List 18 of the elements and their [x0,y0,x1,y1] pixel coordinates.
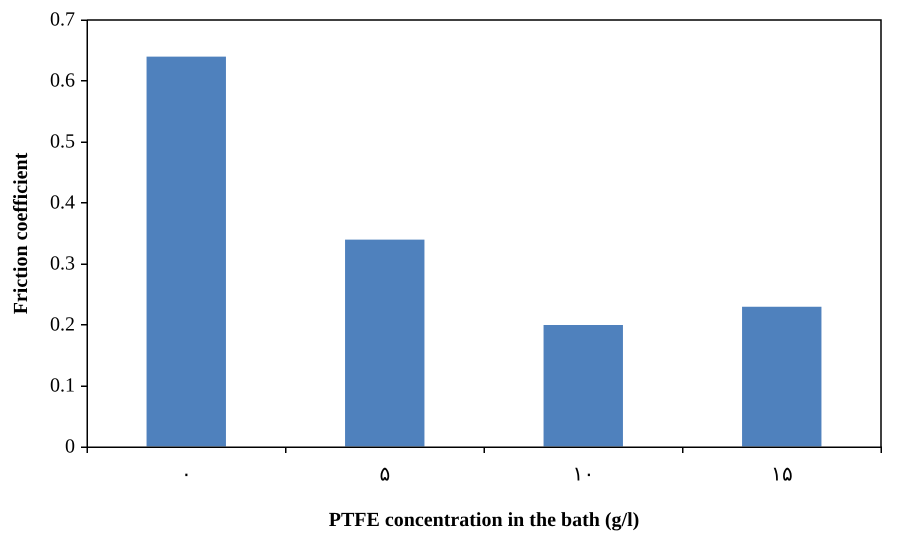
y-tick-label: 0.1 [50,374,75,396]
y-tick-label: 0.7 [50,8,75,30]
y-tick-label: 0.4 [50,191,75,214]
bar [146,56,226,446]
y-tick-label: 0.3 [50,252,75,274]
x-tick-label: ۰ [180,463,192,486]
x-tick-label: ۵ [379,463,390,486]
bar [345,240,424,446]
x-axis-title: PTFE concentration in the bath (g/l) [328,509,640,532]
y-tick-label: 0 [65,435,75,458]
bar [544,325,623,446]
bar [742,306,822,446]
y-tick-label: 0.2 [50,313,75,336]
y-tick-label: 0.6 [50,69,75,92]
y-axis-title: Friction coefficient [10,152,32,314]
y-tick-label: 0.5 [50,130,75,152]
x-tick-label: ۱۵ [770,463,793,486]
x-tick-label: ۱۰ [572,463,594,486]
